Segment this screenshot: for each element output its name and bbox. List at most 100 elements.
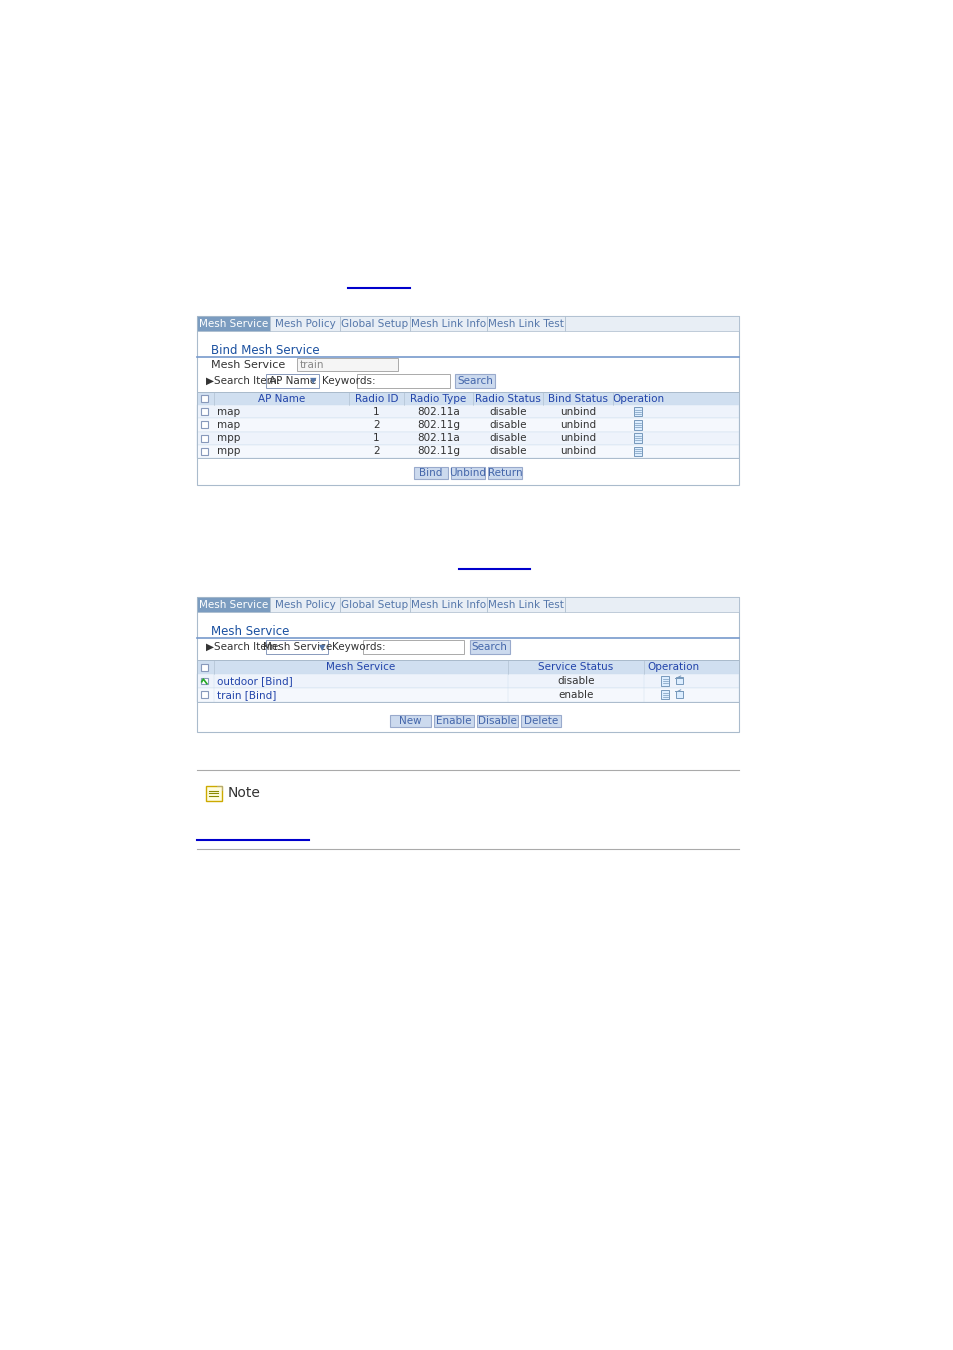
- Text: disable: disable: [489, 406, 526, 417]
- Bar: [297, 358, 397, 371]
- Text: disable: disable: [489, 433, 526, 443]
- Bar: [270, 597, 340, 613]
- Bar: [476, 716, 517, 728]
- Text: Global Setup: Global Setup: [341, 599, 408, 610]
- Text: map: map: [216, 406, 240, 417]
- Bar: [660, 676, 669, 686]
- Bar: [196, 660, 739, 702]
- Text: 802.11a: 802.11a: [416, 406, 459, 417]
- Bar: [196, 432, 739, 444]
- Text: ▶Search Item:: ▶Search Item:: [206, 375, 280, 386]
- Bar: [564, 316, 739, 331]
- Text: Mesh Service: Mesh Service: [211, 359, 285, 370]
- Text: Keywords:: Keywords:: [322, 375, 375, 386]
- Bar: [488, 467, 521, 479]
- Bar: [434, 716, 474, 728]
- Bar: [410, 316, 487, 331]
- Bar: [340, 316, 410, 331]
- Bar: [200, 396, 208, 402]
- Text: Mesh Link Test: Mesh Link Test: [488, 599, 563, 610]
- Text: 1: 1: [373, 406, 379, 417]
- Bar: [675, 691, 682, 698]
- Text: Radio ID: Radio ID: [355, 394, 398, 404]
- Text: 802.11g: 802.11g: [416, 446, 459, 456]
- Text: mpp: mpp: [216, 446, 240, 456]
- Text: disable: disable: [489, 420, 526, 429]
- Text: Mesh Link Info: Mesh Link Info: [411, 599, 486, 610]
- Text: train [Bind]: train [Bind]: [216, 690, 276, 699]
- Text: AP Name: AP Name: [269, 375, 316, 386]
- Bar: [487, 597, 564, 613]
- Bar: [200, 409, 208, 416]
- Bar: [410, 597, 487, 613]
- Bar: [196, 418, 739, 432]
- Text: Bind Status: Bind Status: [547, 394, 607, 404]
- Text: Mesh Link Test: Mesh Link Test: [488, 319, 563, 328]
- Text: Operation: Operation: [646, 662, 699, 672]
- Bar: [633, 420, 641, 429]
- Text: Unbind: Unbind: [449, 468, 486, 478]
- Text: mpp: mpp: [216, 433, 240, 443]
- Text: Bind: Bind: [418, 468, 442, 478]
- Bar: [206, 786, 221, 801]
- Text: Bind Mesh Service: Bind Mesh Service: [211, 344, 319, 358]
- Text: Mesh Service: Mesh Service: [326, 662, 395, 672]
- Bar: [196, 405, 739, 418]
- Text: map: map: [216, 420, 240, 429]
- Bar: [200, 435, 208, 441]
- Text: Mesh Policy: Mesh Policy: [274, 599, 335, 610]
- Text: Mesh Link Info: Mesh Link Info: [411, 319, 486, 328]
- Text: ▼: ▼: [318, 643, 325, 652]
- Bar: [451, 467, 484, 479]
- Text: Service Status: Service Status: [537, 662, 613, 672]
- Bar: [469, 640, 509, 653]
- Bar: [363, 640, 464, 653]
- Bar: [196, 393, 739, 458]
- Text: Mesh Service: Mesh Service: [263, 643, 332, 652]
- Text: unbind: unbind: [559, 406, 596, 417]
- Text: Radio Status: Radio Status: [475, 394, 540, 404]
- Bar: [340, 597, 410, 613]
- Text: Search: Search: [456, 375, 493, 386]
- Bar: [200, 448, 208, 455]
- Text: ▶Search Item:: ▶Search Item:: [206, 643, 280, 652]
- Text: outdoor [Bind]: outdoor [Bind]: [216, 676, 293, 686]
- Text: 802.11g: 802.11g: [416, 420, 459, 429]
- Text: enable: enable: [558, 690, 593, 699]
- Text: 2: 2: [373, 420, 379, 429]
- Bar: [266, 374, 319, 387]
- Bar: [196, 393, 739, 405]
- Text: unbind: unbind: [559, 420, 596, 429]
- Text: disable: disable: [489, 446, 526, 456]
- Text: AP Name: AP Name: [257, 394, 305, 404]
- Bar: [633, 408, 641, 417]
- Text: Delete: Delete: [523, 716, 558, 726]
- Bar: [196, 444, 739, 458]
- Bar: [196, 316, 739, 486]
- Bar: [520, 716, 560, 728]
- Text: Mesh Policy: Mesh Policy: [274, 319, 335, 328]
- Bar: [633, 433, 641, 443]
- Text: 2: 2: [373, 446, 379, 456]
- Text: 1: 1: [373, 433, 379, 443]
- Bar: [564, 597, 739, 613]
- Bar: [270, 316, 340, 331]
- Bar: [200, 678, 208, 684]
- Text: Note: Note: [228, 787, 260, 801]
- Text: Return: Return: [487, 468, 522, 478]
- Text: New: New: [399, 716, 421, 726]
- Bar: [200, 691, 208, 698]
- Text: unbind: unbind: [559, 446, 596, 456]
- Text: Operation: Operation: [612, 394, 663, 404]
- Text: Mesh Service: Mesh Service: [199, 599, 268, 610]
- Bar: [675, 676, 682, 684]
- Text: train: train: [299, 359, 324, 370]
- Bar: [196, 660, 739, 674]
- Bar: [196, 688, 739, 702]
- Bar: [196, 597, 270, 613]
- Bar: [196, 316, 270, 331]
- Bar: [200, 664, 208, 671]
- Text: unbind: unbind: [559, 433, 596, 443]
- Text: Keywords:: Keywords:: [332, 643, 386, 652]
- Bar: [266, 640, 328, 653]
